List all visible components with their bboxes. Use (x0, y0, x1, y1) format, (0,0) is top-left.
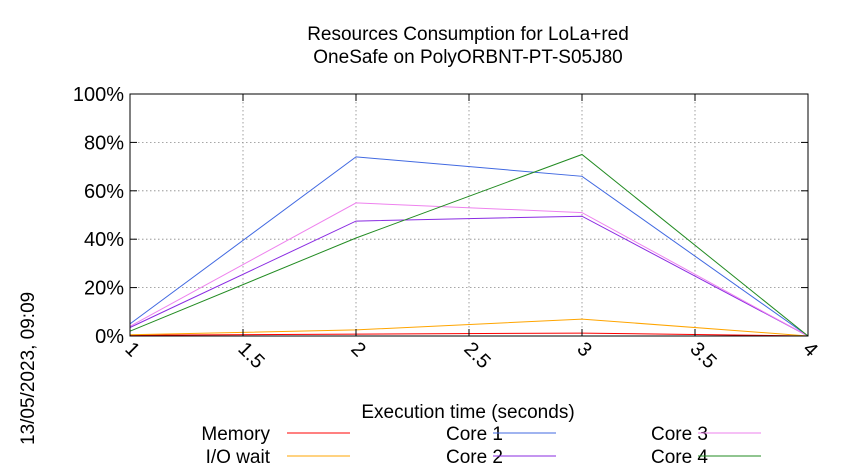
series-line-core-3 (129, 202, 809, 337)
series-group (129, 153, 809, 337)
legend-label-memory: Memory (201, 424, 270, 445)
x-tick-label: 3.5 (685, 338, 720, 373)
legend-label-core-3: Core 3 (651, 424, 708, 445)
x-axis-ticks: 1 1.5 2 2.5 3 3.5 4 (120, 94, 822, 373)
y-tick-label: 20% (84, 278, 124, 300)
y-tick-label: 40% (84, 229, 124, 251)
series-line-core-1 (129, 156, 809, 337)
legend-label-core-4: Core 4 (651, 447, 708, 468)
x-tick-label: 2.5 (459, 338, 494, 373)
legend-label-core-2: Core 2 (446, 447, 503, 468)
x-tick-label: 4 (798, 338, 821, 361)
chart-title: Resources Consumption for LoLa+red (307, 24, 629, 45)
chart-subtitle: OneSafe on PolyORBNT-PT-S05J80 (313, 47, 622, 68)
y-tick-label: 0% (95, 326, 124, 348)
legend-label-core-1: Core 1 (446, 424, 503, 445)
y-tick-label: 100% (73, 84, 124, 106)
x-tick-label: 1.5 (233, 338, 268, 373)
grid (130, 94, 808, 336)
series-line-core-2 (129, 215, 809, 337)
legend-label-i-o-wait: I/O wait (206, 447, 271, 468)
x-tick-label: 3 (572, 338, 595, 361)
y-tick-label: 80% (84, 132, 124, 154)
series-line-core-4 (129, 153, 809, 337)
y-axis-ticks: 0% 20% 40% 60% 80% 100% (73, 84, 808, 348)
x-axis-label: Execution time (seconds) (361, 402, 574, 423)
timestamp-label: 13/05/2023, 09:09 (18, 292, 39, 445)
x-tick-label: 2 (346, 338, 369, 361)
y-tick-label: 60% (84, 181, 124, 203)
